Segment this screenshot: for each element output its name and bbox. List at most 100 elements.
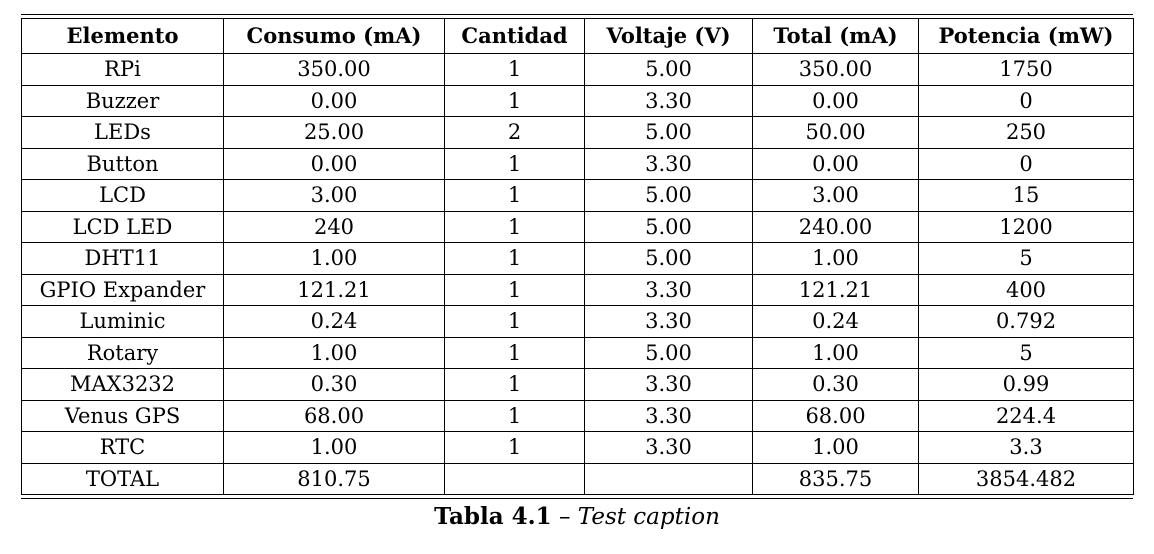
- table-cell: 1: [444, 242, 585, 275]
- table-row: LCD LED 240 1 5.00 240.00 1200: [21, 210, 1134, 243]
- table-cell: Luminic: [21, 305, 224, 338]
- table-cell: 5.00: [584, 242, 753, 275]
- column-header: Consumo (mA): [223, 18, 445, 54]
- table-row: RPi 350.00 1 5.00 350.00 1750: [21, 53, 1134, 86]
- table-cell: 3.30: [584, 431, 753, 464]
- table-cell: 5: [918, 336, 1134, 369]
- table-cell: 1: [444, 368, 585, 401]
- table-cell: 0.30: [223, 368, 445, 401]
- table-cell: 350.00: [223, 53, 445, 86]
- table-cell: 0: [918, 147, 1134, 180]
- table-row: MAX3232 0.30 1 3.30 0.30 0.99: [21, 368, 1134, 401]
- table-cell: Rotary: [21, 336, 224, 369]
- table-row: Luminic 0.24 1 3.30 0.24 0.792: [21, 305, 1134, 338]
- table-header-row: Elemento Consumo (mA) Cantidad Voltaje (V) T…: [21, 18, 1134, 54]
- table-cell: 240: [223, 210, 445, 243]
- table-cell: 3.30: [584, 273, 753, 306]
- table-cell: 68.00: [752, 399, 919, 432]
- table-cell: Venus GPS: [21, 399, 224, 432]
- table-cell: 0.00: [752, 84, 919, 117]
- table-cell: 224.4: [918, 399, 1134, 432]
- table-cell: 1.00: [223, 242, 445, 275]
- table-row: LEDs 25.00 2 5.00 50.00 250: [21, 116, 1134, 149]
- table-cell: RPi: [21, 53, 224, 86]
- table-cell: 1: [444, 273, 585, 306]
- table-row: Venus GPS 68.00 1 3.30 68.00 224.4: [21, 399, 1134, 432]
- table-cell: 121.21: [752, 273, 919, 306]
- caption-text: Test caption: [577, 504, 720, 530]
- table-cell: 3.3: [918, 431, 1134, 464]
- table-cell: 350.00: [752, 53, 919, 86]
- table-cell: 1: [444, 179, 585, 212]
- table-cell: RTC: [21, 431, 224, 464]
- column-header: Potencia (mW): [918, 18, 1134, 54]
- table-caption: Tabla 4.1 – Test caption: [0, 503, 1154, 530]
- caption-label: Tabla 4.1: [434, 503, 552, 530]
- table-cell: 3.30: [584, 368, 753, 401]
- table-cell: 5.00: [584, 179, 753, 212]
- power-consumption-table: Elemento Consumo (mA) Cantidad Voltaje (V) T…: [21, 18, 1134, 495]
- table-cell: 1: [444, 210, 585, 243]
- power-table-container: Elemento Consumo (mA) Cantidad Voltaje (V) T…: [21, 14, 1134, 499]
- table-cell: 3.30: [584, 84, 753, 117]
- column-header: Total (mA): [752, 18, 919, 54]
- table-body: RPi 350.00 1 5.00 350.00 1750 Buzzer 0.00 1 3.30 0…: [21, 53, 1134, 495]
- table-cell: 1.00: [752, 431, 919, 464]
- table-cell: 1.00: [223, 431, 445, 464]
- table-cell: DHT11: [21, 242, 224, 275]
- table-row: Buzzer 0.00 1 3.30 0.00 0: [21, 84, 1134, 117]
- column-header: Voltaje (V): [584, 18, 753, 54]
- table-cell: LCD: [21, 179, 224, 212]
- table-cell: 3.30: [584, 399, 753, 432]
- table-cell: 5.00: [584, 116, 753, 149]
- table-row: Rotary 1.00 1 5.00 1.00 5: [21, 336, 1134, 369]
- table-cell: LEDs: [21, 116, 224, 149]
- table-cell: Buzzer: [21, 84, 224, 117]
- table-cell: 1: [444, 84, 585, 117]
- column-header: Elemento: [21, 18, 224, 54]
- table-cell: 0.00: [223, 84, 445, 117]
- table-cell: 0.24: [223, 305, 445, 338]
- table-cell: 3.30: [584, 147, 753, 180]
- table-cell: 1: [444, 305, 585, 338]
- table-cell: 5.00: [584, 210, 753, 243]
- table-cell: 810.75: [223, 462, 445, 495]
- total-row: TOTAL 810.75 835.75 3854.482: [21, 462, 1134, 495]
- table-cell: 3.00: [752, 179, 919, 212]
- table-cell: 0.792: [918, 305, 1134, 338]
- table-cell: TOTAL: [21, 462, 224, 495]
- table-cell: LCD LED: [21, 210, 224, 243]
- table-row: RTC 1.00 1 3.30 1.00 3.3: [21, 431, 1134, 464]
- table-cell: 1750: [918, 53, 1134, 86]
- table-cell: 250: [918, 116, 1134, 149]
- table-cell: 3854.482: [918, 462, 1134, 495]
- table-cell: 121.21: [223, 273, 445, 306]
- table-cell: [444, 462, 585, 495]
- table-cell: 25.00: [223, 116, 445, 149]
- table-cell: 835.75: [752, 462, 919, 495]
- table-row: Button 0.00 1 3.30 0.00 0: [21, 147, 1134, 180]
- table-cell: MAX3232: [21, 368, 224, 401]
- table-cell: 240.00: [752, 210, 919, 243]
- table-cell: 1: [444, 53, 585, 86]
- table-cell: 1.00: [223, 336, 445, 369]
- table-cell: 0: [918, 84, 1134, 117]
- table-cell: 1: [444, 147, 585, 180]
- table-row: GPIO Expander 121.21 1 3.30 121.21 400: [21, 273, 1134, 306]
- table-cell: 3.00: [223, 179, 445, 212]
- table-cell: GPIO Expander: [21, 273, 224, 306]
- table-row: LCD 3.00 1 5.00 3.00 15: [21, 179, 1134, 212]
- table-cell: 5: [918, 242, 1134, 275]
- caption-separator: –: [558, 504, 571, 530]
- table-cell: 0.00: [223, 147, 445, 180]
- table-cell: 3.30: [584, 305, 753, 338]
- table-cell: 400: [918, 273, 1134, 306]
- table-cell: Button: [21, 147, 224, 180]
- table-cell: 68.00: [223, 399, 445, 432]
- table-cell: [584, 462, 753, 495]
- table-cell: 0.00: [752, 147, 919, 180]
- column-header: Cantidad: [444, 18, 585, 54]
- table-cell: 50.00: [752, 116, 919, 149]
- table-cell: 15: [918, 179, 1134, 212]
- table-cell: 0.24: [752, 305, 919, 338]
